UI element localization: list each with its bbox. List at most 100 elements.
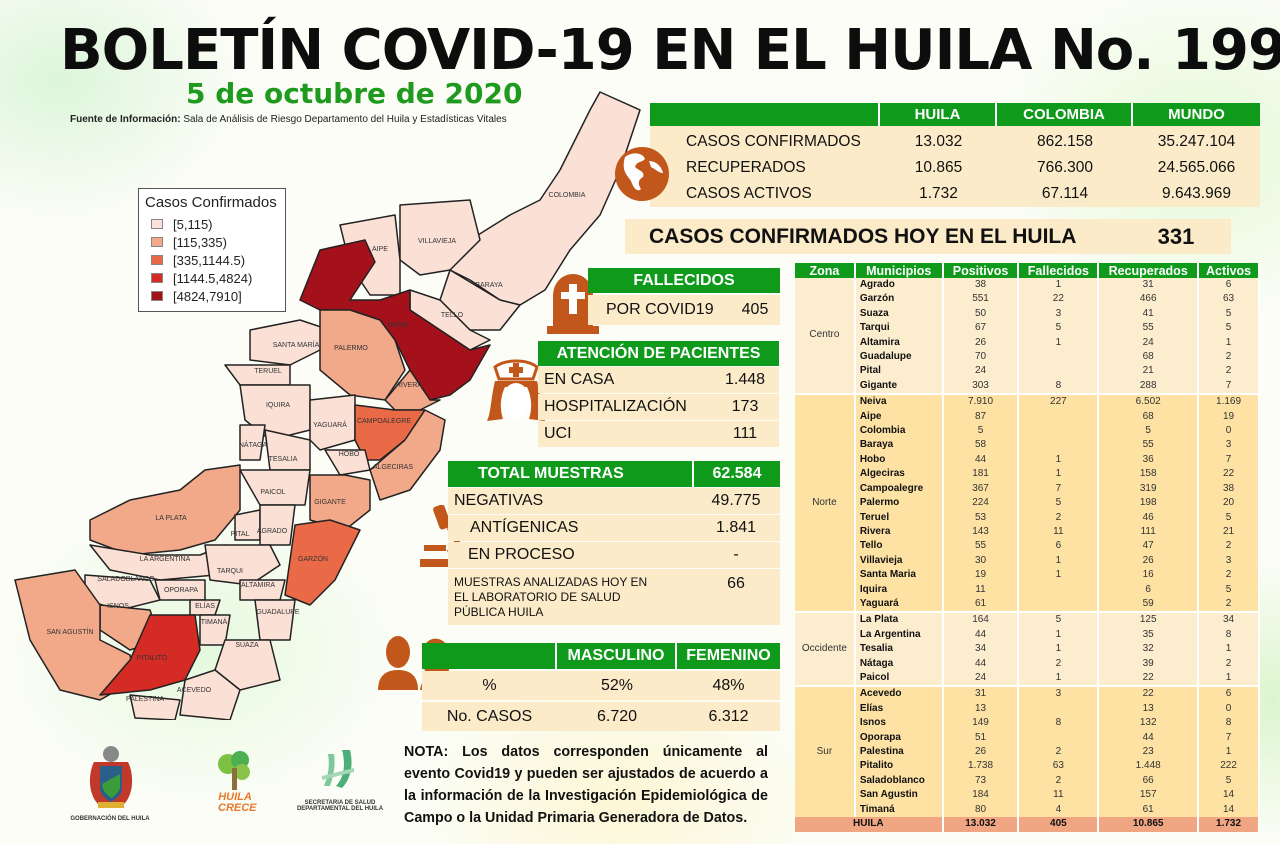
table-row: Garzón 551 22 466 63 <box>795 292 1260 307</box>
map-label-suaza: SUAZA <box>235 642 259 649</box>
municipio-name: Tesalia <box>854 642 944 657</box>
map-label-aipe: AIPE <box>372 246 388 253</box>
region-tarqui <box>204 544 281 586</box>
samples-row: ANTÍGENICAS 1.841 <box>448 515 780 541</box>
map-label-rivera: RIVERA <box>396 382 422 389</box>
table-cell <box>1018 701 1100 717</box>
table-row: Paicol 24 1 22 1 <box>795 670 1260 687</box>
samples-row: NEGATIVAS 49.775 <box>448 488 780 514</box>
region-pitalito <box>99 614 201 696</box>
col-mundo: MUNDO <box>1168 106 1225 123</box>
table-cell: 1 <box>1198 335 1260 351</box>
source-label: Fuente de Información: <box>70 114 181 125</box>
table-row: La Argentina 44 1 35 8 <box>795 627 1260 643</box>
table-cell: 184 <box>942 788 1020 803</box>
table-row: Pital 24 21 2 <box>795 364 1260 379</box>
logos-footer: GOBERNACIÓN DEL HUILA HUILA CRECE SECRET… <box>70 740 390 830</box>
map-label-tello: TELLO <box>441 312 464 319</box>
table-cell: 1.448 <box>1098 759 1200 774</box>
table-cell: 30 <box>942 553 1020 569</box>
deaths-panel: FALLECIDOS POR COVID19 405 <box>588 268 780 325</box>
table-cell: 1 <box>1018 467 1100 482</box>
table-cell: 22 <box>1098 685 1200 702</box>
table-row: Suaza 50 3 41 5 <box>795 306 1260 322</box>
municipio-name: San Agustin <box>854 788 944 803</box>
table-cell: 0 <box>1198 424 1260 439</box>
table-cell <box>1018 350 1100 365</box>
table-cell: 4 <box>1018 802 1100 818</box>
sex-distribution-panel: MASCULINO FEMENINO % 52% 48% No. CASOS 6.72… <box>422 643 780 731</box>
table-cell: 6 <box>1018 539 1100 554</box>
table-cell: 22 <box>1098 670 1200 687</box>
region-yaguara <box>309 394 356 451</box>
table-cell: 32 <box>1098 642 1200 657</box>
municipio-name: Algeciras <box>854 467 944 482</box>
table-cell: 198 <box>1098 496 1200 511</box>
deaths-title: FALLECIDOS <box>588 268 780 293</box>
table-cell <box>1018 409 1100 425</box>
deaths-label: POR COVID19 <box>606 301 714 318</box>
table-cell: 68 <box>1098 409 1200 425</box>
map-label-guadalupe: GUADALUPE <box>256 609 300 616</box>
col-femenino: FEMENINO <box>686 647 771 664</box>
table-cell: 7 <box>1018 481 1100 497</box>
map-label-pitalito: PITALITO <box>137 655 168 662</box>
table-cell: 1 <box>1018 278 1100 293</box>
table-cell: 22 <box>1018 292 1100 307</box>
table-cell: 14 <box>1198 802 1260 818</box>
region-suaza <box>214 639 281 691</box>
map-label-san-agustin: SAN AGUSTÍN <box>46 627 93 636</box>
samples-title: TOTAL MUESTRAS <box>478 465 624 482</box>
table-cell: 61 <box>1098 802 1200 818</box>
table-cell: 8 <box>1018 378 1100 395</box>
table-cell: 5 <box>1198 306 1260 322</box>
region-algeciras <box>369 409 446 501</box>
table-cell: 50 <box>942 306 1020 322</box>
table-cell: 158 <box>1098 467 1200 482</box>
table-cell: 16 <box>1098 568 1200 583</box>
table-cell: 132 <box>1098 716 1200 731</box>
table-row: Gigante 303 8 288 7 <box>795 378 1260 395</box>
table-row: Timaná 80 4 61 14 <box>795 802 1260 818</box>
col-recuperados: Recuperados <box>1098 263 1200 278</box>
municipio-name: Altamira <box>854 335 944 351</box>
summary-row: RECUPERADOS 10.865 766.300 24.565.066 <box>686 159 1236 176</box>
region-tesalia <box>264 429 311 471</box>
table-row: Aipe 87 68 19 <box>795 409 1260 425</box>
region-agrado <box>259 504 296 546</box>
table-row: Algeciras 181 1 158 22 <box>795 467 1260 482</box>
map-label-palestina: PALESTINA <box>126 696 164 703</box>
municipio-name: Pital <box>854 364 944 379</box>
table-cell: 26 <box>942 745 1020 760</box>
sex-row: % 52% 48% <box>422 671 780 700</box>
map-label-palermo: PALERMO <box>334 345 368 352</box>
municipio-name: Suaza <box>854 306 944 322</box>
zone-cell: Norte <box>795 393 856 613</box>
region-garzon <box>284 519 361 606</box>
municipal-cases-table: Zona Municipios Positivos Fallecidos Rec… <box>795 263 1260 833</box>
table-cell: 319 <box>1098 481 1200 497</box>
legend-item: [4824,7910] <box>145 287 279 305</box>
table-cell: 6 <box>1198 685 1260 702</box>
table-cell: 1 <box>1018 553 1100 569</box>
map-label-gigante: GIGANTE <box>314 499 346 506</box>
legend-item: [115,335) <box>145 233 279 251</box>
map-label-teruel: TERUEL <box>254 368 282 375</box>
municipio-name: Santa Maria <box>854 568 944 583</box>
samples-row: MUESTRAS ANALIZADAS HOY EN EL LABORATORI… <box>448 569 780 625</box>
huila-crece-text-1: HUILA <box>218 791 252 803</box>
municipio-name: Rivera <box>854 524 944 540</box>
table-row: Palermo 224 5 198 20 <box>795 496 1260 511</box>
col-zona: Zona <box>795 263 856 278</box>
table-cell: 164 <box>942 611 1020 628</box>
table-row: Guadalupe 70 68 2 <box>795 350 1260 365</box>
table-cell: 125 <box>1098 611 1200 628</box>
municipio-name: Palestina <box>854 745 944 760</box>
table-cell: 2 <box>1198 596 1260 613</box>
table-row: Yaguará 61 59 2 <box>795 596 1260 613</box>
table-cell: 143 <box>942 524 1020 540</box>
huila-crece-text-2: CRECE <box>218 802 257 814</box>
secretaria-salud-logo-icon <box>322 750 354 788</box>
table-row: Tarqui 67 5 55 5 <box>795 321 1260 336</box>
map-label-oporapa: OPORAPA <box>164 587 198 594</box>
